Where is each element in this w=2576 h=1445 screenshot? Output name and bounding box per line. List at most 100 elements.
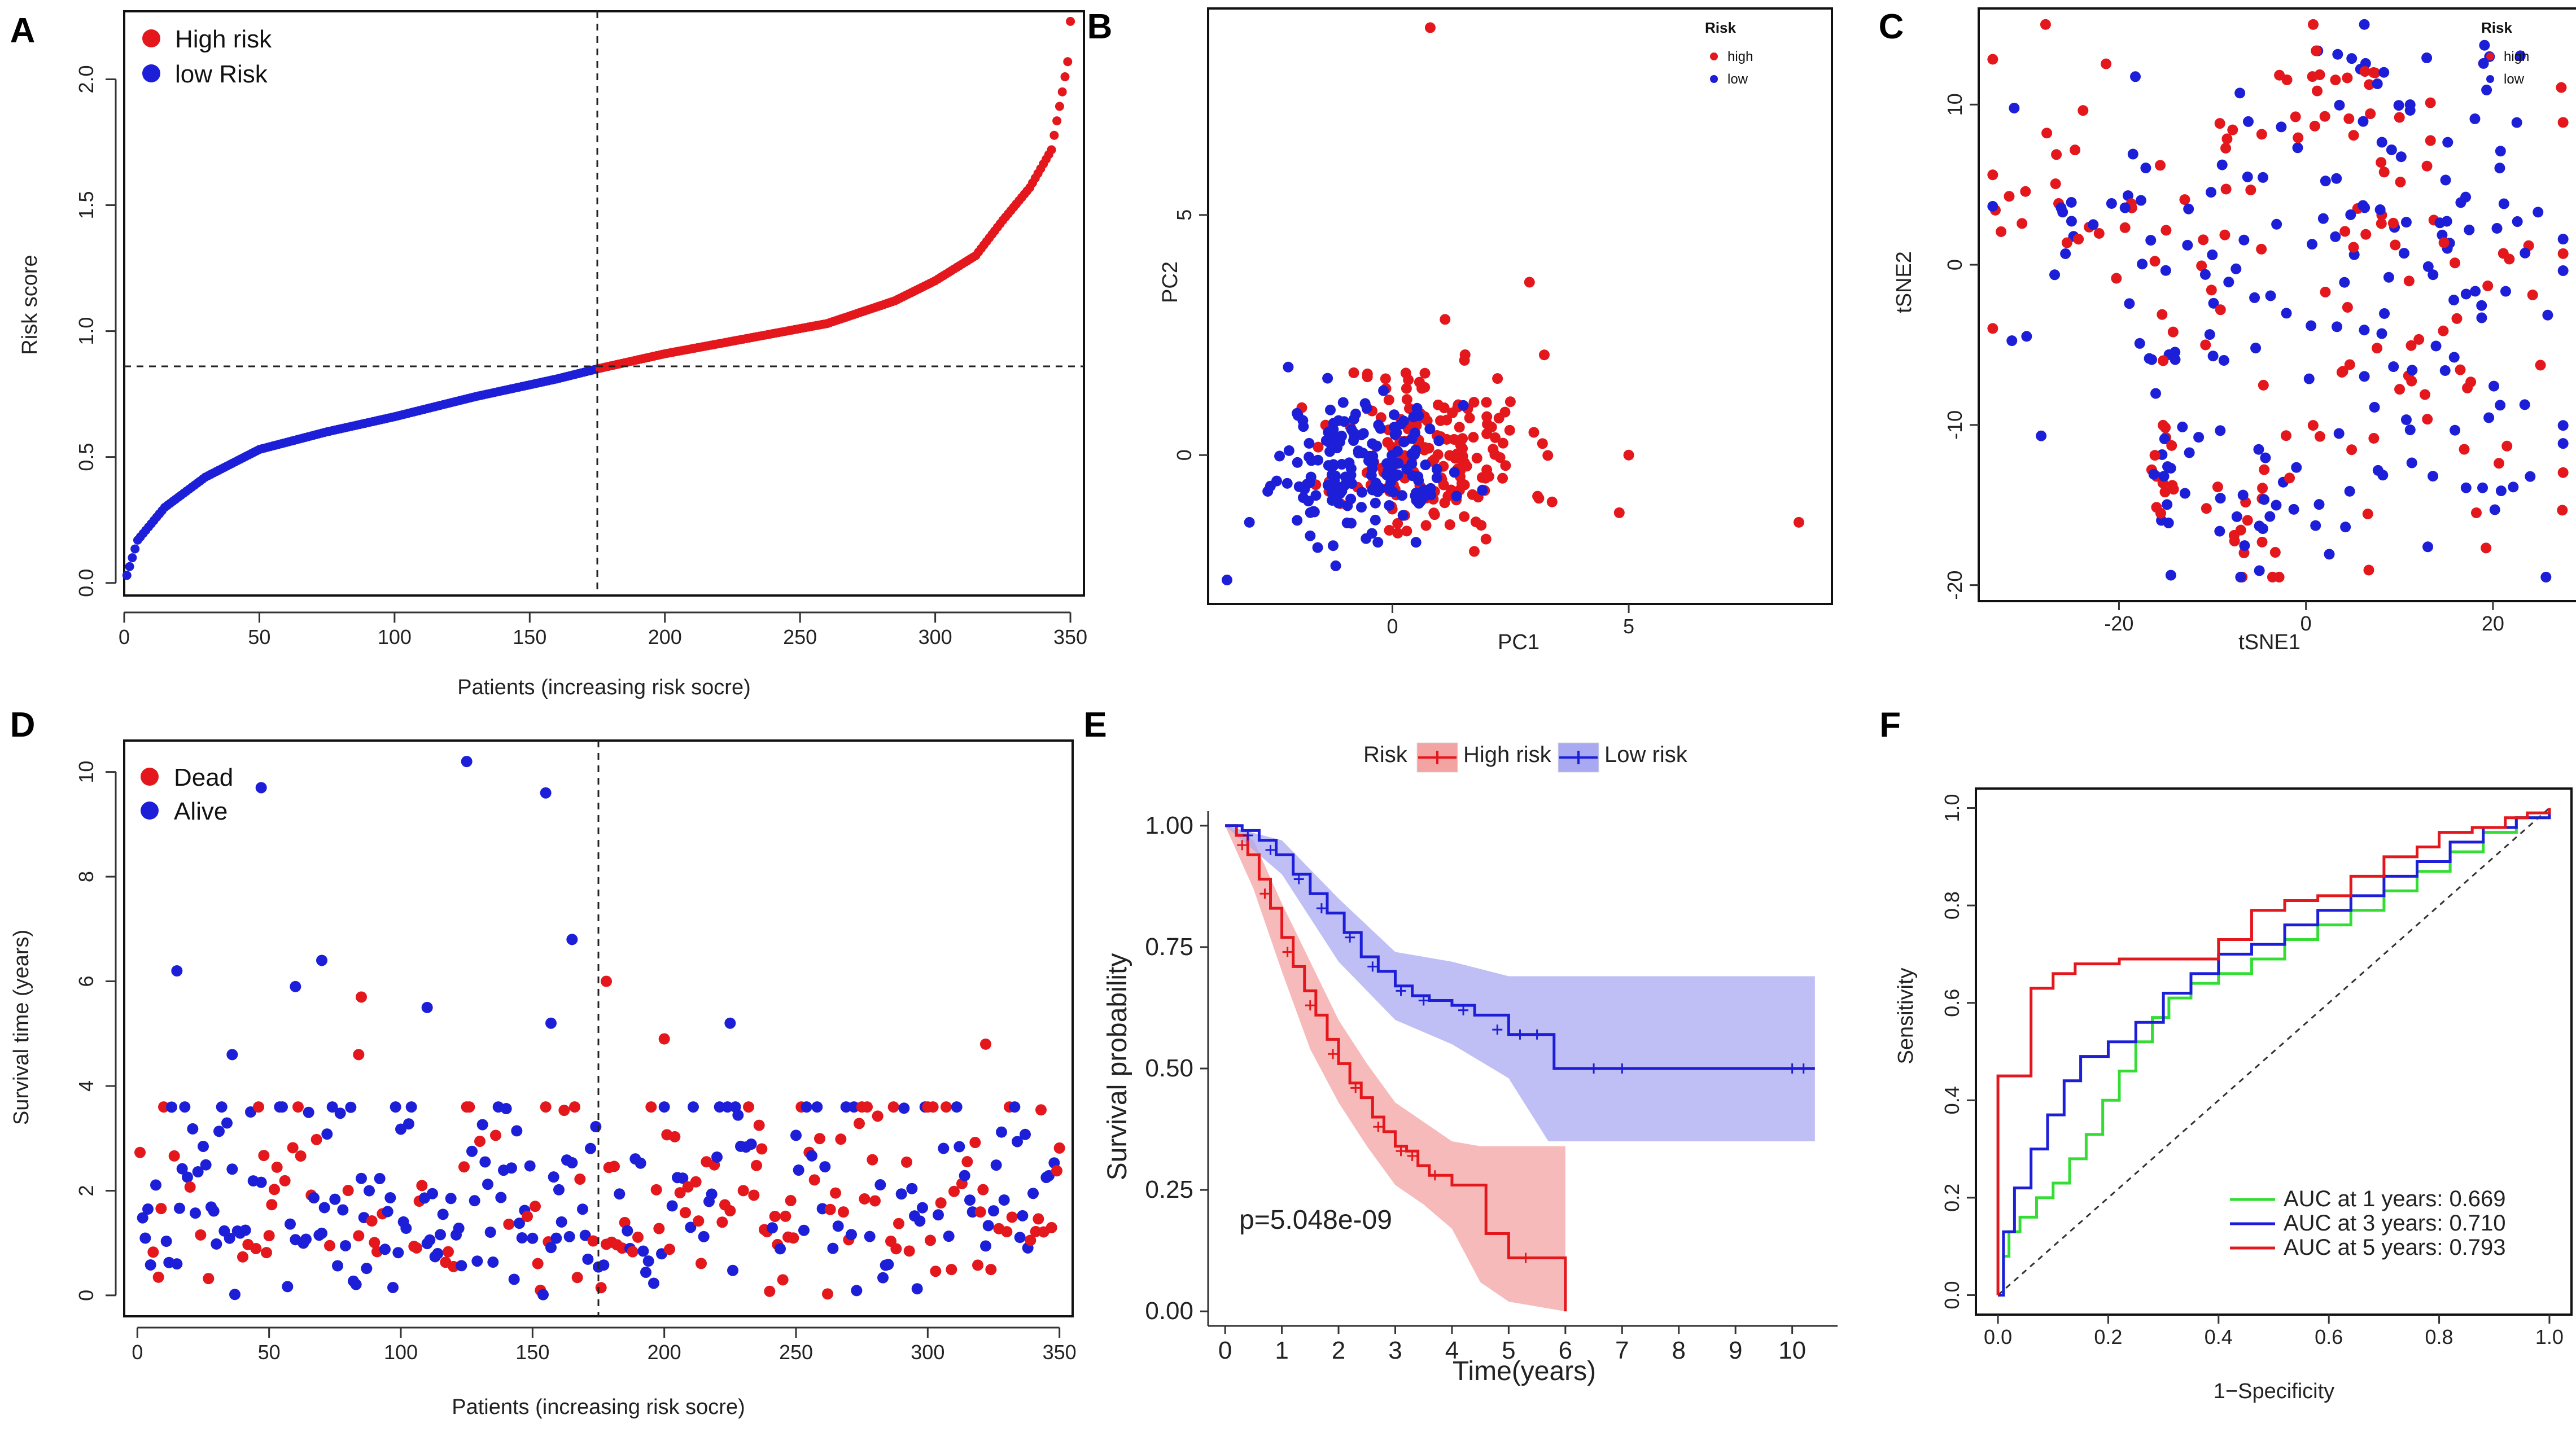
tsne-point xyxy=(2242,515,2253,526)
tsne-point xyxy=(2237,489,2249,501)
survival-point xyxy=(666,1200,678,1212)
tsne-point xyxy=(2394,384,2406,395)
tsne-point xyxy=(2264,511,2276,522)
survival-point xyxy=(500,1103,512,1115)
pca-point xyxy=(1391,427,1402,439)
survival-point xyxy=(980,1240,991,1252)
pca-point xyxy=(1481,428,1493,440)
censor-mark xyxy=(1520,1253,1531,1263)
panel-label: C xyxy=(1879,7,1904,46)
x-tick-label: 150 xyxy=(513,625,546,649)
survival-point xyxy=(424,1234,436,1246)
pca-point xyxy=(1392,469,1403,480)
legend-low-line xyxy=(1559,751,1598,764)
survival-point xyxy=(192,1166,204,1177)
survival-point xyxy=(1017,1210,1029,1221)
pca-outlier xyxy=(1221,574,1232,585)
x-tick-label: 4 xyxy=(1445,1337,1459,1364)
pca-point xyxy=(1348,435,1359,446)
censor-mark xyxy=(1787,1063,1797,1074)
pca-point xyxy=(1336,431,1348,442)
x-tick-label: 0.0 xyxy=(1984,1325,2012,1348)
tsne-point xyxy=(2106,198,2117,209)
tsne-point xyxy=(2451,313,2463,324)
tsne-point xyxy=(2459,444,2470,455)
risk-point xyxy=(128,553,137,563)
survival-point xyxy=(998,1194,1010,1206)
survival-point xyxy=(558,1105,570,1116)
y-tick-label: 0.0 xyxy=(75,569,98,597)
survival-point xyxy=(266,1199,278,1211)
survival-point xyxy=(677,1172,689,1184)
tsne-point xyxy=(2520,247,2531,259)
y-axis-title: PC2 xyxy=(1158,261,1182,303)
censor-mark xyxy=(1305,1000,1315,1011)
pca-point xyxy=(1378,385,1389,396)
survival-point xyxy=(582,1253,594,1265)
censor-mark xyxy=(1265,844,1276,855)
survival-point xyxy=(590,1121,602,1133)
pca-point xyxy=(1384,500,1395,511)
survival-point xyxy=(213,1126,225,1137)
tsne-point xyxy=(2395,176,2406,187)
survival-point xyxy=(569,1101,580,1113)
y-tick-label: 8 xyxy=(75,871,98,882)
survival-point xyxy=(318,1202,330,1214)
pca-point xyxy=(1345,493,1357,505)
tsne-point xyxy=(2256,243,2267,255)
x-tick-label: 250 xyxy=(779,1341,813,1364)
x-axis-title: 1−Specificity xyxy=(2214,1380,2334,1403)
pca-point xyxy=(1388,457,1399,468)
legend-low-label: Low risk xyxy=(1604,742,1688,767)
tsne-point xyxy=(2481,84,2492,95)
tsne-point xyxy=(2464,224,2475,235)
legend-label: AUC at 3 years: 0.710 xyxy=(2284,1211,2506,1236)
y-tick-label: 2.0 xyxy=(75,65,98,93)
pca-point xyxy=(1537,438,1548,449)
tsne-point xyxy=(2159,487,2171,498)
pca-point xyxy=(1460,460,1472,471)
tsne-point xyxy=(2201,503,2212,514)
tsne-point xyxy=(2540,571,2552,583)
legend-alive-marker xyxy=(141,802,159,820)
tsne-point xyxy=(2376,137,2387,148)
survival-point xyxy=(221,1117,233,1129)
survival-point xyxy=(798,1224,810,1236)
censor-mark xyxy=(1237,840,1248,851)
survival-point xyxy=(310,1133,322,1145)
tsne-point xyxy=(2231,263,2242,274)
survival-point xyxy=(882,1259,894,1271)
tsne-point xyxy=(2259,494,2270,505)
censor-mark xyxy=(1429,1170,1440,1181)
survival-point xyxy=(1025,1234,1036,1246)
survival-point xyxy=(930,1266,942,1277)
survival-point xyxy=(522,1210,533,1222)
pca-point xyxy=(1283,361,1294,373)
tsne-point xyxy=(2504,253,2515,265)
x-tick-label: 0.4 xyxy=(2205,1325,2233,1348)
tsne-point xyxy=(2258,379,2269,391)
pca-point xyxy=(1327,540,1339,551)
survival-point xyxy=(721,1101,733,1113)
survival-point xyxy=(727,1264,738,1276)
x-axis-title: Patients (increasing risk socre) xyxy=(452,1395,745,1419)
tsne-point xyxy=(2379,308,2390,319)
tsne-point xyxy=(2359,66,2371,77)
pca-point xyxy=(1450,453,1461,464)
pca-point xyxy=(1542,450,1554,461)
panel-label: B xyxy=(1087,7,1113,46)
tsne-point xyxy=(2219,229,2231,240)
tsne-point xyxy=(2314,69,2325,80)
tsne-point xyxy=(2231,511,2242,522)
survival-point xyxy=(179,1101,191,1113)
survival-point xyxy=(982,1220,994,1232)
tsne-point xyxy=(2348,242,2359,253)
tsne-point xyxy=(2155,160,2166,171)
tsne-point xyxy=(2259,464,2270,475)
survival-point xyxy=(511,1125,523,1137)
survival-point xyxy=(688,1101,699,1113)
legend-low-marker xyxy=(142,64,160,82)
survival-point xyxy=(767,1222,778,1234)
pca-point xyxy=(1409,449,1420,460)
survival-point xyxy=(160,1236,172,1247)
